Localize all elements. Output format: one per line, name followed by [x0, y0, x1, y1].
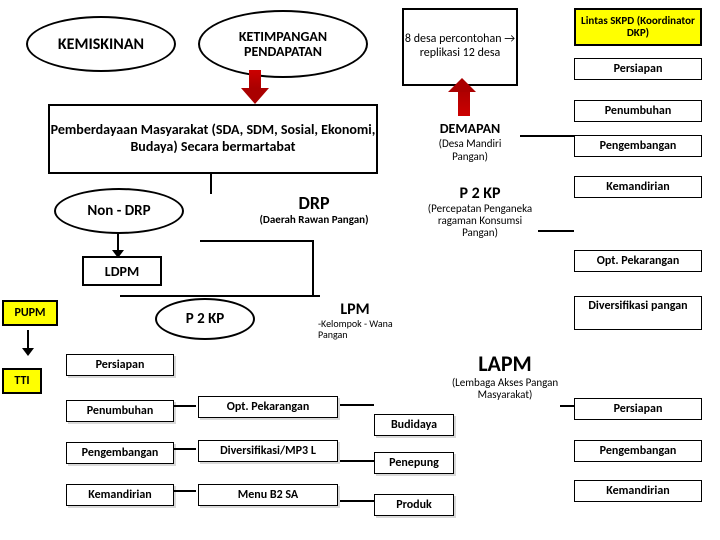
- p2kp-mid-label: P 2 KP: [186, 310, 225, 328]
- mstep-1: Diversifikasi/MP3 L: [198, 440, 338, 462]
- lstep-2: Pengembangan: [66, 442, 174, 464]
- lapm-title: LAPM: [450, 350, 560, 377]
- ketimpangan-node: KETIMPANGAN PENDAPATAN: [198, 10, 368, 78]
- pstep-1: Penepung: [374, 452, 454, 474]
- tti-label: TTI: [14, 374, 29, 388]
- p2kp-right-sub: (Percepatan Penganeka ragaman Konsumsi P…: [420, 203, 540, 239]
- rstep-5: Diversifikasi pangan: [574, 296, 702, 330]
- ketimpangan-label: KETIMPANGAN PENDAPATAN: [200, 29, 366, 60]
- pstep-0: Budidaya: [374, 414, 454, 436]
- arrowhead-icon: [448, 78, 476, 92]
- nondrp-node: Non - DRP: [54, 188, 184, 234]
- rstep-3: Kemandirian: [574, 176, 702, 198]
- drp-title: DRP: [254, 192, 374, 214]
- kemiskinan-label: KEMISKINAN: [58, 35, 144, 54]
- p2kp-right-node: P 2 KP (Percepatan Penganeka ragaman Kon…: [420, 184, 540, 239]
- mstep-0: Opt. Pekarangan: [198, 396, 338, 418]
- rstep-0: Persiapan: [574, 58, 702, 80]
- lpm-sub: -Kelompok - Wana Pangan: [300, 319, 410, 340]
- tti-box: TTI: [2, 368, 42, 394]
- demapan-node: DEMAPAN (Desa Mandiri Pangan): [420, 120, 520, 163]
- p2kp-right-title: P 2 KP: [420, 184, 540, 203]
- pstep-2: Produk: [374, 494, 454, 516]
- demapan-sub: (Desa Mandiri Pangan): [420, 137, 520, 163]
- lintas-text: Lintas SKPD (Koordinator DKP): [576, 15, 700, 39]
- rstep-7: Pengembangan: [574, 440, 702, 462]
- ldpm-box: LDPM: [82, 256, 162, 286]
- rstep-2: Pengembangan: [574, 135, 702, 157]
- desa-text: 8 desa percontohan → replikasi 12 desa: [404, 33, 516, 61]
- kemiskinan-node: KEMISKINAN: [26, 16, 176, 72]
- lapm-sub: (Lembaga Akses Pangan Masyarakat): [450, 377, 560, 401]
- lstep-3: Kemandirian: [66, 484, 174, 506]
- pupm-label: PUPM: [14, 306, 45, 320]
- arrow-icon: [458, 88, 470, 116]
- rstep-6: Persiapan: [574, 398, 702, 420]
- desa-box: 8 desa percontohan → replikasi 12 desa: [402, 8, 518, 86]
- pupm-box: PUPM: [2, 300, 58, 326]
- lstep-1: Penumbuhan: [66, 400, 174, 422]
- rstep-8: Kemandirian: [574, 480, 702, 502]
- drp-node: DRP (Daerah Rawan Pangan): [254, 192, 374, 226]
- nondrp-label: Non - DRP: [87, 202, 150, 220]
- lintas-box: Lintas SKPD (Koordinator DKP): [574, 8, 702, 46]
- pemberdayaan-box: Pemberdayaan Masyarakat (SDA, SDM, Sosia…: [48, 104, 378, 174]
- lpm-node: LPM -Kelompok - Wana Pangan: [300, 300, 410, 340]
- rstep-1: Penumbuhan: [574, 100, 702, 122]
- rstep-4: Opt. Pekarangan: [574, 250, 702, 272]
- mstep-2: Menu B2 SA: [198, 484, 338, 506]
- pemberdayaan-text: Pemberdayaan Masyarakat (SDA, SDM, Sosia…: [50, 122, 376, 156]
- lapm-node: LAPM (Lembaga Akses Pangan Masyarakat): [450, 350, 560, 401]
- p2kp-mid-node: P 2 KP: [155, 298, 255, 340]
- ldpm-label: LDPM: [105, 263, 139, 280]
- demapan-title: DEMAPAN: [420, 120, 520, 137]
- drp-sub: (Daerah Rawan Pangan): [254, 214, 374, 226]
- lstep-0: Persiapan: [66, 354, 174, 376]
